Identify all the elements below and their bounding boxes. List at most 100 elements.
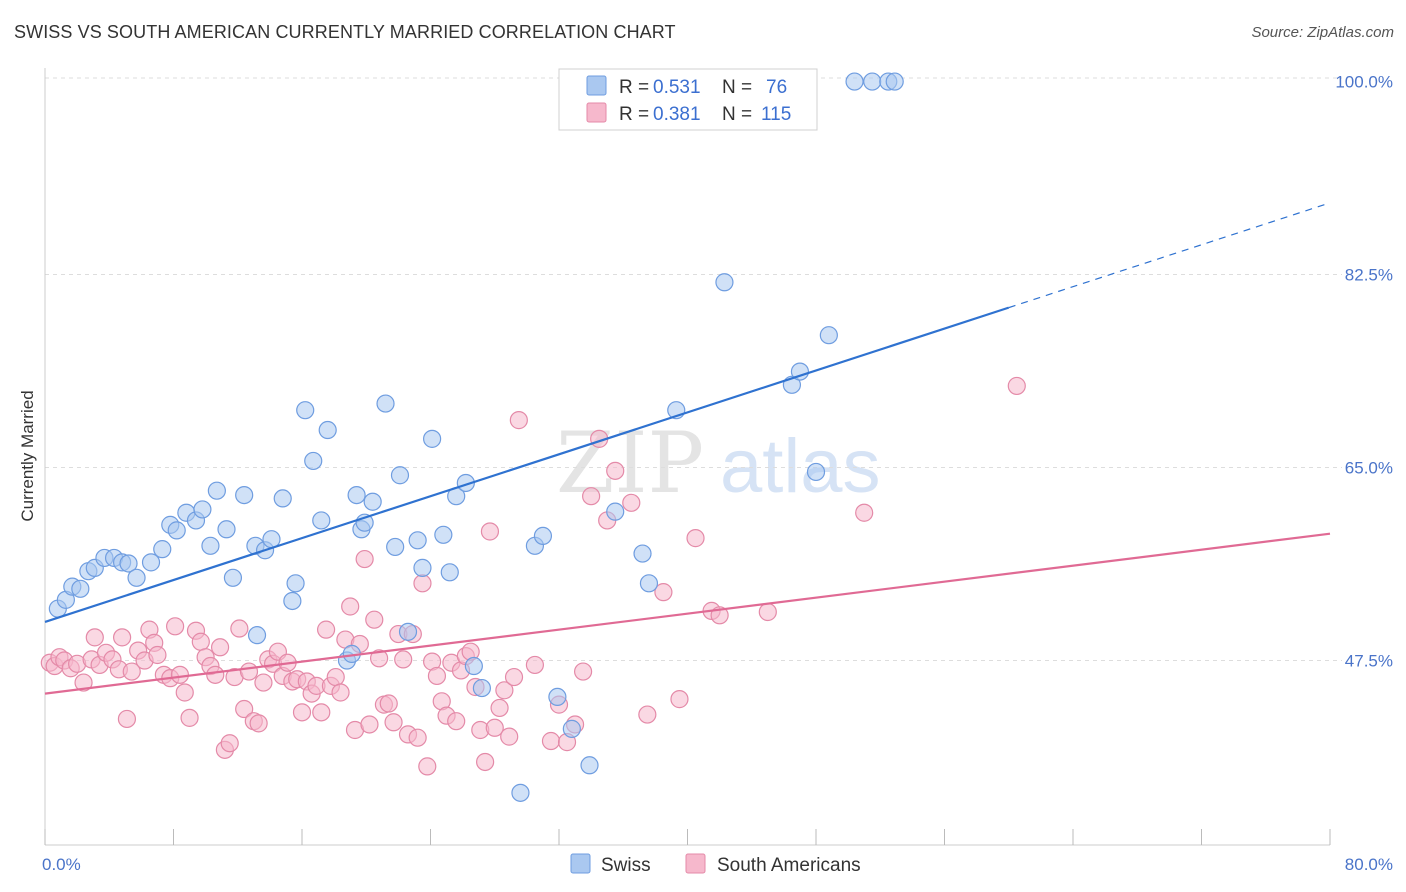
- swiss-point-10: [127, 568, 146, 587]
- south-point-81: [447, 712, 466, 731]
- south-point-101: [582, 487, 601, 506]
- legend-south-n-label: N =: [722, 104, 752, 125]
- south-point-91: [495, 681, 514, 700]
- south-point-34: [220, 734, 239, 753]
- swiss-point-12: [153, 540, 172, 559]
- south-point-113: [855, 503, 874, 522]
- swiss-point-61: [639, 574, 659, 593]
- south-point-74: [413, 574, 432, 593]
- swiss-point-55: [533, 526, 553, 546]
- south-point-49: [292, 703, 312, 722]
- south-point-89: [485, 718, 504, 737]
- south-point-75: [418, 757, 437, 776]
- swiss-point-47: [434, 525, 453, 544]
- swiss-point-51: [464, 656, 483, 676]
- south-point-96: [541, 731, 561, 751]
- south-point-63: [360, 715, 379, 734]
- swiss-point-48: [440, 563, 459, 582]
- swiss-point-22: [235, 485, 254, 505]
- swiss-point-42: [390, 466, 410, 485]
- swiss-point-71: [863, 72, 882, 91]
- y-tick-label-1: 65.0%: [1345, 459, 1393, 478]
- swiss-point-57: [562, 719, 581, 738]
- swiss-point-33: [318, 420, 337, 440]
- swiss-point-19: [217, 520, 236, 539]
- south-point-65: [370, 649, 389, 668]
- y-tick-label-3: 100.0%: [1335, 73, 1393, 92]
- swiss-trend-extension: [1008, 202, 1331, 309]
- watermark-atlas: atlas: [720, 424, 881, 509]
- swiss-point-28: [283, 591, 302, 611]
- swiss-point-58: [580, 756, 599, 775]
- legend-south-r-label: R =: [619, 104, 649, 125]
- south-point-107: [654, 583, 673, 602]
- swiss-point-52: [472, 678, 491, 698]
- swiss-point-67: [790, 362, 810, 381]
- y-tick-labels: 47.5% 65.0% 82.5% 100.0%: [1335, 73, 1393, 671]
- south-point-77: [427, 666, 447, 686]
- south-point-106: [638, 705, 657, 724]
- south-point-88: [480, 522, 500, 541]
- source-label: Source: ZipAtlas.com: [1251, 24, 1394, 41]
- south-point-109: [686, 529, 705, 548]
- swiss-point-44: [408, 531, 427, 550]
- south-point-87: [476, 752, 495, 772]
- bottom-legend-swatch-south: [685, 853, 706, 874]
- swiss-point-9: [119, 554, 138, 573]
- swiss-point-27: [273, 489, 292, 508]
- legend: R = 0.531 N = 76 R = 0.381 N = 115: [558, 68, 818, 131]
- swiss-point-41: [386, 537, 405, 557]
- swiss-point-32: [312, 511, 331, 530]
- south-point-15: [122, 662, 141, 681]
- south-point-6: [74, 673, 93, 692]
- legend-swiss-n-label: N =: [722, 77, 752, 98]
- south-point-100: [573, 662, 593, 681]
- south-point-59: [341, 597, 360, 616]
- swiss-point-18: [201, 536, 220, 555]
- south-point-56: [326, 667, 345, 687]
- south-point-24: [170, 665, 190, 684]
- south-point-62: [355, 549, 374, 569]
- y-tick-label-0: 47.5%: [1345, 652, 1393, 671]
- south-point-28: [191, 632, 210, 651]
- south-point-53: [312, 703, 331, 722]
- bottom-legend-swiss: Swiss: [601, 855, 651, 876]
- south-point-114: [1007, 376, 1026, 396]
- swiss-point-21: [223, 568, 243, 587]
- swiss-point-63: [715, 273, 734, 292]
- south-point-26: [180, 708, 199, 727]
- swiss-point-24: [247, 626, 267, 645]
- legend-swiss-n-value: 76: [766, 77, 787, 98]
- swiss-point-31: [304, 451, 323, 471]
- axes: [44, 68, 1331, 846]
- swiss-point-36: [347, 485, 366, 505]
- swiss-point-43: [398, 622, 418, 641]
- swiss-point-20: [207, 481, 226, 500]
- south-point-105: [622, 493, 641, 512]
- x-tick-label-0: 0.0%: [42, 855, 81, 874]
- swiss-point-68: [806, 462, 826, 482]
- swiss-point-59: [606, 502, 625, 521]
- south-point-70: [394, 650, 413, 669]
- swiss-point-3: [71, 579, 90, 598]
- swiss-point-46: [423, 429, 442, 448]
- swiss-point-56: [548, 687, 567, 707]
- south-point-36: [230, 619, 249, 638]
- south-point-20: [148, 645, 167, 665]
- swiss-point-69: [819, 326, 838, 345]
- swiss-point-29: [286, 574, 305, 593]
- swiss-point-73: [885, 72, 904, 91]
- south-point-67: [379, 694, 398, 713]
- south-point-13: [112, 628, 132, 647]
- south-point-95: [525, 655, 545, 675]
- bottom-legend-swatch-swiss: [570, 853, 591, 874]
- swiss-point-70: [845, 72, 864, 91]
- swiss-point-40: [376, 394, 395, 413]
- legend-swiss-r-value: 0.531: [653, 77, 701, 98]
- south-point-14: [117, 709, 137, 729]
- swiss-trend-line: [44, 306, 1010, 623]
- swiss-points: [48, 72, 904, 802]
- swiss-point-45: [413, 558, 432, 577]
- south-point-38: [239, 662, 259, 681]
- swiss-point-39: [363, 492, 382, 511]
